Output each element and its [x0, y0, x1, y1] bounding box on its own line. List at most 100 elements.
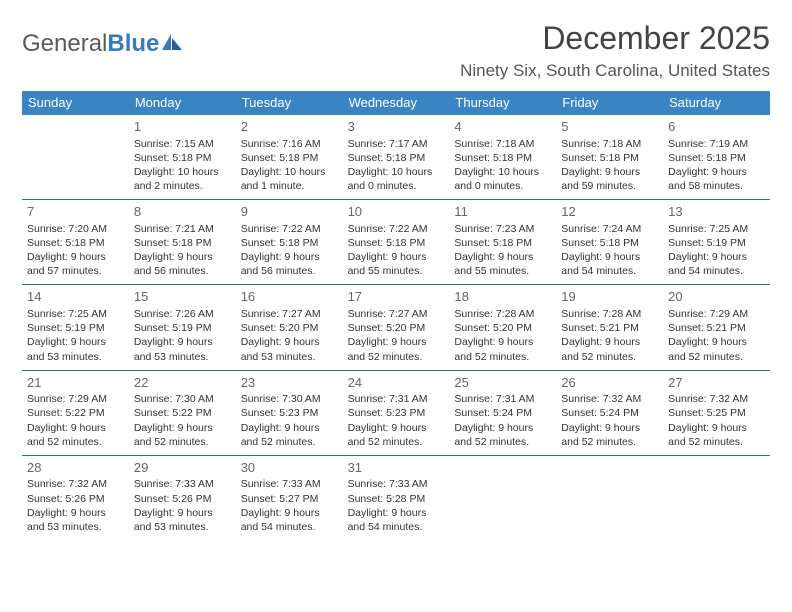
day-number: 15 [134, 288, 231, 306]
sunrise-text: Sunrise: 7:27 AM [241, 307, 338, 321]
month-title: December 2025 [460, 20, 770, 57]
sunrise-text: Sunrise: 7:29 AM [668, 307, 765, 321]
daylight-text: Daylight: 9 hours and 56 minutes. [241, 250, 338, 278]
sunset-text: Sunset: 5:26 PM [134, 492, 231, 506]
calendar: Sunday Monday Tuesday Wednesday Thursday… [22, 91, 770, 540]
daylight-text: Daylight: 9 hours and 52 minutes. [27, 421, 124, 449]
sunset-text: Sunset: 5:18 PM [561, 236, 658, 250]
day-cell: 26Sunrise: 7:32 AMSunset: 5:24 PMDayligh… [556, 371, 663, 455]
sunrise-text: Sunrise: 7:28 AM [561, 307, 658, 321]
day-cell: 12Sunrise: 7:24 AMSunset: 5:18 PMDayligh… [556, 200, 663, 284]
day-number: 21 [27, 374, 124, 392]
day-number: 11 [454, 203, 551, 221]
day-cell: 19Sunrise: 7:28 AMSunset: 5:21 PMDayligh… [556, 285, 663, 369]
day-number: 9 [241, 203, 338, 221]
sunrise-text: Sunrise: 7:20 AM [27, 222, 124, 236]
day-number: 19 [561, 288, 658, 306]
brand-sail-icon [161, 32, 183, 57]
sunset-text: Sunset: 5:18 PM [454, 151, 551, 165]
sunset-text: Sunset: 5:20 PM [241, 321, 338, 335]
day-cell: 18Sunrise: 7:28 AMSunset: 5:20 PMDayligh… [449, 285, 556, 369]
calendar-page: GeneralBlue December 2025 Ninety Six, So… [0, 0, 792, 560]
day-cell: 28Sunrise: 7:32 AMSunset: 5:26 PMDayligh… [22, 456, 129, 540]
daylight-text: Daylight: 9 hours and 55 minutes. [454, 250, 551, 278]
daylight-text: Daylight: 9 hours and 54 minutes. [668, 250, 765, 278]
day-number: 5 [561, 118, 658, 136]
brand-part1: General [22, 30, 107, 58]
daylight-text: Daylight: 9 hours and 52 minutes. [668, 335, 765, 363]
day-cell: 27Sunrise: 7:32 AMSunset: 5:25 PMDayligh… [663, 371, 770, 455]
sunset-text: Sunset: 5:23 PM [348, 406, 445, 420]
week-row: 28Sunrise: 7:32 AMSunset: 5:26 PMDayligh… [22, 456, 770, 540]
day-cell: 4Sunrise: 7:18 AMSunset: 5:18 PMDaylight… [449, 115, 556, 199]
sunrise-text: Sunrise: 7:18 AM [561, 137, 658, 151]
day-number: 12 [561, 203, 658, 221]
day-number: 29 [134, 459, 231, 477]
day-cell: 7Sunrise: 7:20 AMSunset: 5:18 PMDaylight… [22, 200, 129, 284]
daylight-text: Daylight: 9 hours and 54 minutes. [241, 506, 338, 534]
sunset-text: Sunset: 5:27 PM [241, 492, 338, 506]
daylight-text: Daylight: 10 hours and 1 minute. [241, 165, 338, 193]
day-number: 13 [668, 203, 765, 221]
daylight-text: Daylight: 9 hours and 53 minutes. [27, 506, 124, 534]
weekday-header: Sunday Monday Tuesday Wednesday Thursday… [22, 91, 770, 115]
sunrise-text: Sunrise: 7:21 AM [134, 222, 231, 236]
sunrise-text: Sunrise: 7:22 AM [348, 222, 445, 236]
sunrise-text: Sunrise: 7:16 AM [241, 137, 338, 151]
sunrise-text: Sunrise: 7:33 AM [134, 477, 231, 491]
sunset-text: Sunset: 5:20 PM [454, 321, 551, 335]
sunset-text: Sunset: 5:23 PM [241, 406, 338, 420]
week-row: 7Sunrise: 7:20 AMSunset: 5:18 PMDaylight… [22, 200, 770, 285]
sunset-text: Sunset: 5:18 PM [134, 151, 231, 165]
week-row: 1Sunrise: 7:15 AMSunset: 5:18 PMDaylight… [22, 115, 770, 200]
sunset-text: Sunset: 5:18 PM [27, 236, 124, 250]
sunset-text: Sunset: 5:22 PM [134, 406, 231, 420]
daylight-text: Daylight: 9 hours and 53 minutes. [241, 335, 338, 363]
sunset-text: Sunset: 5:28 PM [348, 492, 445, 506]
sunrise-text: Sunrise: 7:15 AM [134, 137, 231, 151]
day-cell [556, 456, 663, 540]
daylight-text: Daylight: 9 hours and 52 minutes. [134, 421, 231, 449]
sunset-text: Sunset: 5:24 PM [561, 406, 658, 420]
day-cell [449, 456, 556, 540]
day-cell: 22Sunrise: 7:30 AMSunset: 5:22 PMDayligh… [129, 371, 236, 455]
daylight-text: Daylight: 9 hours and 52 minutes. [454, 421, 551, 449]
daylight-text: Daylight: 9 hours and 52 minutes. [561, 335, 658, 363]
daylight-text: Daylight: 9 hours and 52 minutes. [348, 421, 445, 449]
brand-logo: GeneralBlue [22, 30, 183, 58]
sunset-text: Sunset: 5:24 PM [454, 406, 551, 420]
day-cell: 16Sunrise: 7:27 AMSunset: 5:20 PMDayligh… [236, 285, 343, 369]
daylight-text: Daylight: 9 hours and 52 minutes. [241, 421, 338, 449]
day-number: 8 [134, 203, 231, 221]
day-cell: 24Sunrise: 7:31 AMSunset: 5:23 PMDayligh… [343, 371, 450, 455]
day-number: 4 [454, 118, 551, 136]
day-number: 3 [348, 118, 445, 136]
daylight-text: Daylight: 9 hours and 54 minutes. [348, 506, 445, 534]
weekday-wed: Wednesday [343, 91, 450, 115]
day-cell: 30Sunrise: 7:33 AMSunset: 5:27 PMDayligh… [236, 456, 343, 540]
day-cell: 9Sunrise: 7:22 AMSunset: 5:18 PMDaylight… [236, 200, 343, 284]
day-number: 30 [241, 459, 338, 477]
day-cell: 10Sunrise: 7:22 AMSunset: 5:18 PMDayligh… [343, 200, 450, 284]
sunset-text: Sunset: 5:18 PM [241, 236, 338, 250]
sunset-text: Sunset: 5:25 PM [668, 406, 765, 420]
weeks-container: 1Sunrise: 7:15 AMSunset: 5:18 PMDaylight… [22, 115, 770, 540]
day-cell: 8Sunrise: 7:21 AMSunset: 5:18 PMDaylight… [129, 200, 236, 284]
sunset-text: Sunset: 5:22 PM [27, 406, 124, 420]
sunrise-text: Sunrise: 7:33 AM [348, 477, 445, 491]
sunrise-text: Sunrise: 7:32 AM [27, 477, 124, 491]
week-row: 21Sunrise: 7:29 AMSunset: 5:22 PMDayligh… [22, 371, 770, 456]
sunrise-text: Sunrise: 7:22 AM [241, 222, 338, 236]
sunset-text: Sunset: 5:21 PM [561, 321, 658, 335]
day-number: 17 [348, 288, 445, 306]
daylight-text: Daylight: 9 hours and 59 minutes. [561, 165, 658, 193]
day-cell: 25Sunrise: 7:31 AMSunset: 5:24 PMDayligh… [449, 371, 556, 455]
sunset-text: Sunset: 5:18 PM [241, 151, 338, 165]
day-cell: 31Sunrise: 7:33 AMSunset: 5:28 PMDayligh… [343, 456, 450, 540]
sunrise-text: Sunrise: 7:23 AM [454, 222, 551, 236]
day-cell: 6Sunrise: 7:19 AMSunset: 5:18 PMDaylight… [663, 115, 770, 199]
sunset-text: Sunset: 5:19 PM [134, 321, 231, 335]
day-cell: 29Sunrise: 7:33 AMSunset: 5:26 PMDayligh… [129, 456, 236, 540]
sunset-text: Sunset: 5:18 PM [668, 151, 765, 165]
day-number: 7 [27, 203, 124, 221]
